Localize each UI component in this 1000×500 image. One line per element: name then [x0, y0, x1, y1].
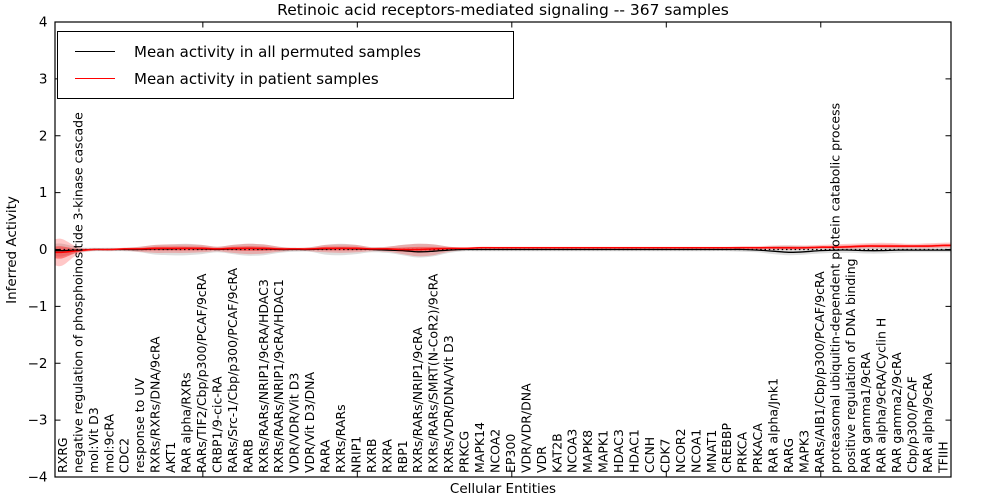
patient-line-swatch — [75, 78, 115, 79]
y-tick-label: 2 — [39, 128, 48, 144]
x-category-label: RXRB — [364, 438, 379, 473]
chart-title: Retinoic acid receptors-mediated signali… — [277, 1, 729, 19]
x-category-label: RAR alpha/RXRs — [179, 372, 194, 473]
x-category-label: CRBP1/9-cic-RA — [209, 376, 224, 473]
x-category-label: mol:9cRA — [101, 413, 116, 473]
y-tick-label: −4 — [28, 470, 48, 486]
x-category-label: PRKCA — [735, 432, 750, 473]
y-tick-label: −3 — [28, 413, 48, 429]
x-category-label: response to UV — [132, 378, 147, 473]
x-category-label: PRKACA — [750, 423, 765, 473]
x-category-label: MNAT1 — [704, 430, 719, 473]
x-category-label: RXRs/RARs/NRIP1/9cRA — [410, 327, 425, 473]
legend: Mean activity in all permuted samples Me… — [57, 31, 514, 99]
y-tick-label: −2 — [28, 356, 48, 372]
x-category-label: RAR gamma1/9cRA — [858, 352, 873, 473]
x-category-label: NCOA2 — [488, 429, 503, 473]
x-category-label: RAR alpha/Jnk1 — [766, 378, 781, 473]
x-category-label: CCNH — [642, 437, 657, 473]
x-category-label: RAR gamma2/9cRA — [889, 352, 904, 473]
x-category-label: mol:Vit D3 — [86, 407, 101, 473]
x-category-label: NCOA3 — [565, 429, 580, 473]
x-category-label: RXRA — [379, 439, 394, 473]
legend-label-patient: Mean activity in patient samples — [134, 69, 379, 88]
x-category-label: VDR/VDR/Vit D3 — [287, 373, 302, 473]
y-tick-label: −1 — [28, 299, 48, 315]
x-category-label: RXRs/RARs/NRIP1/9cRA/HDAC1 — [271, 279, 286, 473]
x-category-label: positive regulation of DNA binding — [843, 258, 858, 473]
x-category-label: EP300 — [503, 434, 518, 473]
permuted-band — [55, 243, 951, 258]
x-category-label: NCOR2 — [673, 428, 688, 473]
x-category-label: RXRs/RXRs/DNA/9cRA — [148, 336, 163, 473]
x-category-label: NRIP1 — [348, 436, 363, 473]
x-category-label: RARA — [318, 439, 333, 473]
x-category-label: PRKCG — [457, 431, 472, 473]
x-category-label: RARB — [240, 439, 255, 473]
x-category-label: RXRs/RARs/NRIP1/9cRA/HDAC3 — [256, 279, 271, 473]
x-category-label: CDC2 — [117, 438, 132, 473]
patient-band-outer — [55, 238, 951, 267]
x-category-label: Cbp/p300/PCAF — [905, 376, 920, 473]
legend-entry-permuted: Mean activity in all permuted samples — [58, 38, 513, 65]
plot-frame — [54, 21, 952, 478]
x-category-label: RXRG — [55, 437, 70, 473]
x-category-label: MAPK3 — [796, 430, 811, 473]
x-category-label: RXRs/VDR/DNA/Vit D3 — [441, 335, 456, 473]
x-category-label: RXRs/RARs/SMRT(N-CoR2)/9cRA — [426, 273, 441, 473]
x-category-label: CDK7 — [657, 438, 672, 473]
legend-entry-patient: Mean activity in patient samples — [58, 65, 513, 92]
x-category-label: CREBBP — [719, 423, 734, 473]
x-category-label: MAPK14 — [472, 422, 487, 473]
x-category-label: MAPK8 — [580, 430, 595, 473]
x-category-label: RARs/AIB1/Cbp/p300/PCAF/9cRA — [812, 271, 827, 473]
x-category-label: RARs/Src-1/Cbp/p300/PCAF/9cRA — [225, 267, 240, 473]
x-category-label: HDAC1 — [627, 429, 642, 473]
y-tick-label: 1 — [39, 185, 48, 201]
x-category-label: AKT1 — [163, 442, 178, 473]
x-category-label: VDR — [534, 446, 549, 473]
permuted-line-swatch — [75, 51, 115, 52]
x-category-label: MAPK1 — [596, 430, 611, 473]
y-tick-label: 0 — [39, 242, 48, 258]
x-axis-label: Cellular Entities — [449, 481, 557, 497]
legend-label-permuted: Mean activity in all permuted samples — [134, 42, 421, 61]
y-axis-label: Inferred Activity — [4, 196, 20, 304]
x-category-label: RXRs/RARs — [333, 404, 348, 473]
x-category-label: negative regulation of phosphoinositide … — [70, 112, 85, 473]
x-category-label: proteasomal ubiquitin-dependent protein … — [827, 103, 842, 473]
x-category-label: RARs/TIF2/Cbp/p300/PCAF/9cRA — [194, 273, 209, 473]
x-category-label: RAR alpha/9cRA/Cyclin H — [874, 318, 889, 473]
x-category-label: NCOA1 — [688, 429, 703, 473]
patient-mean-line — [54, 244, 952, 254]
y-tick-label: 3 — [39, 71, 48, 87]
x-category-label: RBP1 — [395, 440, 410, 473]
x-category-label: RARG — [781, 438, 796, 473]
x-category-label: TFIIH — [936, 441, 951, 474]
y-tick-label: 4 — [39, 15, 48, 31]
x-category-label: HDAC3 — [611, 429, 626, 473]
x-category-label: KAT2B — [549, 433, 564, 473]
x-category-label: RAR alpha/9cRA — [920, 373, 935, 473]
x-category-label: VDR/VDR/DNA — [518, 383, 533, 473]
x-category-label: VDR/Vit D3/DNA — [302, 372, 317, 473]
